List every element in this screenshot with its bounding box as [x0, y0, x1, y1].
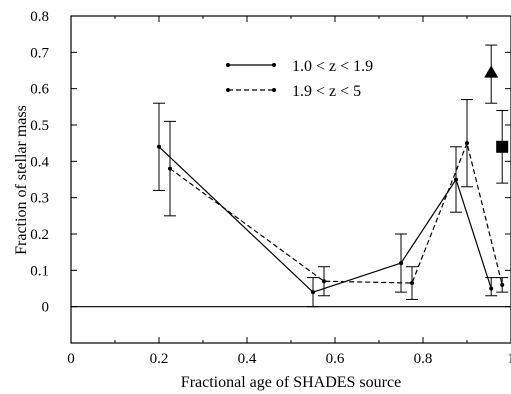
- data-point-dashed: [322, 279, 326, 284]
- data-point-solid: [157, 144, 161, 149]
- legend-dot-dashed-left: [226, 88, 230, 92]
- series-line-dashed: [169, 141, 503, 286]
- data-point-dashed: [465, 141, 469, 146]
- legend-dot-solid-left: [226, 63, 230, 67]
- data-point-dashed: [168, 166, 172, 171]
- data-point-dashed: [500, 282, 505, 287]
- y-tick-label: 0.5: [30, 118, 49, 134]
- data-point-solid: [454, 177, 458, 182]
- x-tick-label: 0.2: [150, 351, 169, 367]
- data-point-dashed: [410, 281, 414, 286]
- data-point-solid: [399, 261, 403, 266]
- series-line-solid: [158, 146, 492, 293]
- y-tick-label: 0.8: [30, 9, 49, 25]
- x-tick-label: 0: [67, 351, 75, 367]
- data-point-solid: [489, 286, 494, 291]
- legend-dot-solid-right: [272, 63, 276, 67]
- legend-label-dashed: 1.9 < z < 5: [292, 83, 361, 100]
- y-tick-label: 0.1: [30, 263, 49, 279]
- legend-dot-dashed-right: [272, 88, 276, 92]
- data-point-solid: [311, 290, 315, 295]
- x-axis-title: Fractional age of SHADES source: [181, 374, 401, 391]
- x-tick-label: 0.4: [238, 351, 257, 367]
- legend-label-solid: 1.0 < z < 1.9: [292, 58, 373, 75]
- x-tick-label: 0.6: [326, 351, 345, 367]
- triangle-marker: [484, 65, 499, 78]
- y-tick-label: 0.2: [30, 227, 49, 243]
- square-marker: [496, 140, 509, 153]
- x-tick-label: 1: [507, 351, 511, 367]
- y-tick-label: 0.7: [30, 45, 49, 61]
- y-axis-title: Fraction of stellar mass: [13, 105, 30, 255]
- y-tick-label: 0: [42, 300, 50, 316]
- y-tick-label: 0.4: [30, 154, 49, 170]
- x-tick-label: 0.8: [414, 351, 433, 367]
- y-tick-label: 0.6: [30, 82, 49, 98]
- plot-frame: [70, 15, 511, 344]
- y-tick-label: 0.3: [30, 191, 49, 207]
